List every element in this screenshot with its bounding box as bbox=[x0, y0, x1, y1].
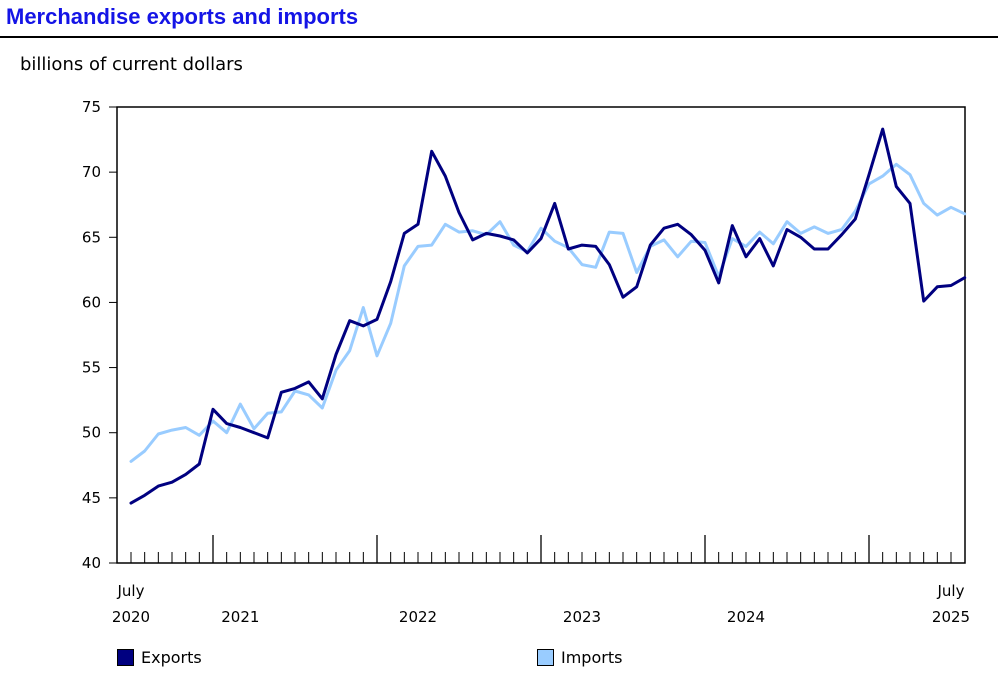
legend-label-imports: Imports bbox=[561, 648, 623, 667]
legend-item-imports: Imports bbox=[537, 648, 622, 667]
y-tick-label: 60 bbox=[82, 293, 101, 311]
x-tick-label-year: 2025 bbox=[932, 608, 970, 626]
x-tick-label-year: 2022 bbox=[399, 608, 437, 626]
y-tick-label: 55 bbox=[82, 359, 101, 377]
y-tick-label: 70 bbox=[82, 163, 101, 181]
line-chart: 40 45 50 55 60 65 70 75 July 2020 2021 2022 2023 2024… bbox=[82, 98, 970, 626]
chart-title: Merchandise exports and imports bbox=[6, 4, 359, 29]
x-tick-label-year: 2024 bbox=[727, 608, 765, 626]
x-tick-label-month: July bbox=[937, 582, 965, 600]
imports-swatch bbox=[537, 649, 554, 666]
x-tick-label-year: 2023 bbox=[563, 608, 601, 626]
y-tick-label: 40 bbox=[82, 554, 101, 572]
exports-swatch bbox=[117, 649, 134, 666]
y-tick-label: 45 bbox=[82, 489, 101, 507]
y-tick-label: 50 bbox=[82, 424, 101, 442]
legend-item-exports: Exports bbox=[117, 648, 202, 667]
series-line-imports bbox=[129, 162, 967, 463]
series-line-exports bbox=[129, 127, 967, 505]
x-tick-label-year: 2021 bbox=[221, 608, 259, 626]
y-axis-unit-label: billions of current dollars bbox=[20, 54, 243, 75]
legend-label-exports: Exports bbox=[141, 648, 202, 667]
x-tick-label-year: 2020 bbox=[112, 608, 150, 626]
x-tick-label-month: July bbox=[117, 582, 145, 600]
plot-frame bbox=[116, 106, 966, 564]
y-tick-label: 65 bbox=[82, 228, 101, 246]
y-tick-label: 75 bbox=[82, 98, 101, 116]
title-rule bbox=[0, 36, 998, 38]
